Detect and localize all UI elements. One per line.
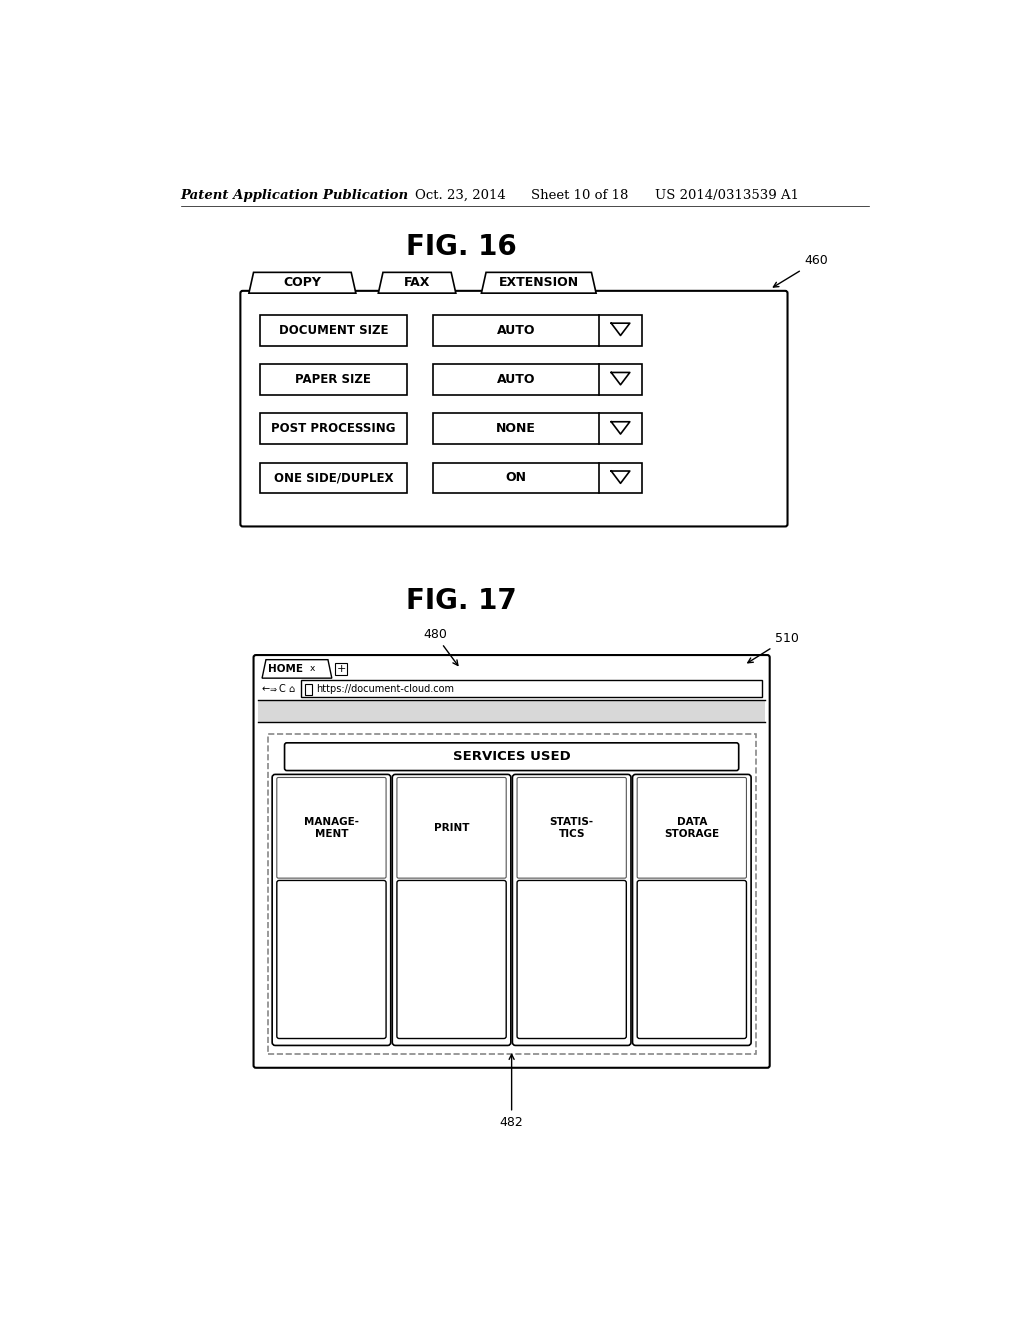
Text: DOCUMENT SIZE: DOCUMENT SIZE xyxy=(279,323,388,337)
Text: 480: 480 xyxy=(423,628,458,665)
Text: 482: 482 xyxy=(500,1055,523,1129)
FancyBboxPatch shape xyxy=(272,775,391,1045)
Polygon shape xyxy=(481,272,596,293)
Bar xyxy=(432,364,642,395)
Text: ONE SIDE/DUPLEX: ONE SIDE/DUPLEX xyxy=(273,471,393,484)
Polygon shape xyxy=(378,272,456,293)
Text: ON: ON xyxy=(506,471,526,484)
Text: PAPER SIZE: PAPER SIZE xyxy=(296,372,372,385)
FancyBboxPatch shape xyxy=(517,880,627,1039)
Polygon shape xyxy=(611,372,630,385)
FancyBboxPatch shape xyxy=(637,880,746,1039)
Polygon shape xyxy=(611,471,630,483)
Text: ⌂: ⌂ xyxy=(289,684,295,694)
Text: https://document-cloud.com: https://document-cloud.com xyxy=(316,684,455,694)
FancyBboxPatch shape xyxy=(254,655,770,1068)
Bar xyxy=(260,462,407,494)
Text: PRINT: PRINT xyxy=(434,822,469,833)
Text: HOME: HOME xyxy=(268,664,303,675)
Bar xyxy=(432,314,642,346)
Text: EXTENSION: EXTENSION xyxy=(499,276,579,289)
Text: ←: ← xyxy=(261,684,269,694)
FancyBboxPatch shape xyxy=(633,775,751,1045)
Bar xyxy=(432,462,642,494)
Polygon shape xyxy=(611,323,630,335)
Text: Sheet 10 of 18: Sheet 10 of 18 xyxy=(531,189,629,202)
Polygon shape xyxy=(262,660,332,678)
FancyBboxPatch shape xyxy=(397,777,506,878)
FancyBboxPatch shape xyxy=(241,290,787,527)
Bar xyxy=(335,663,347,675)
Text: AUTO: AUTO xyxy=(497,323,536,337)
Bar xyxy=(301,681,762,697)
Text: x: x xyxy=(310,664,315,673)
Text: STATIS-
TICS: STATIS- TICS xyxy=(550,817,594,838)
FancyBboxPatch shape xyxy=(276,880,386,1039)
FancyBboxPatch shape xyxy=(512,775,631,1045)
Text: 460: 460 xyxy=(773,255,828,286)
Bar xyxy=(432,413,642,444)
Bar xyxy=(305,684,312,696)
Text: 510: 510 xyxy=(748,631,799,663)
Text: MANAGE-
MENT: MANAGE- MENT xyxy=(304,817,359,838)
Text: US 2014/0313539 A1: US 2014/0313539 A1 xyxy=(655,189,799,202)
FancyBboxPatch shape xyxy=(285,743,738,771)
Text: +: + xyxy=(337,664,346,675)
Text: FIG. 16: FIG. 16 xyxy=(406,232,517,261)
Text: POST PROCESSING: POST PROCESSING xyxy=(271,422,395,436)
Bar xyxy=(258,701,765,722)
Polygon shape xyxy=(611,422,630,434)
Text: NONE: NONE xyxy=(496,422,536,436)
FancyBboxPatch shape xyxy=(392,775,511,1045)
Bar xyxy=(260,314,407,346)
Text: Patent Application Publication: Patent Application Publication xyxy=(180,189,409,202)
Bar xyxy=(260,364,407,395)
Text: FAX: FAX xyxy=(403,276,430,289)
Bar xyxy=(260,413,407,444)
Text: C: C xyxy=(279,684,286,694)
Bar xyxy=(267,734,756,1053)
Text: SERVICES USED: SERVICES USED xyxy=(453,750,570,763)
Text: ⇒: ⇒ xyxy=(269,685,276,693)
Polygon shape xyxy=(249,272,356,293)
Text: AUTO: AUTO xyxy=(497,372,536,385)
FancyBboxPatch shape xyxy=(517,777,627,878)
FancyBboxPatch shape xyxy=(397,880,506,1039)
Text: FIG. 17: FIG. 17 xyxy=(406,587,517,615)
Text: COPY: COPY xyxy=(284,276,322,289)
FancyBboxPatch shape xyxy=(637,777,746,878)
FancyBboxPatch shape xyxy=(276,777,386,878)
Text: DATA
STORAGE: DATA STORAGE xyxy=(665,817,720,838)
Text: Oct. 23, 2014: Oct. 23, 2014 xyxy=(415,189,506,202)
